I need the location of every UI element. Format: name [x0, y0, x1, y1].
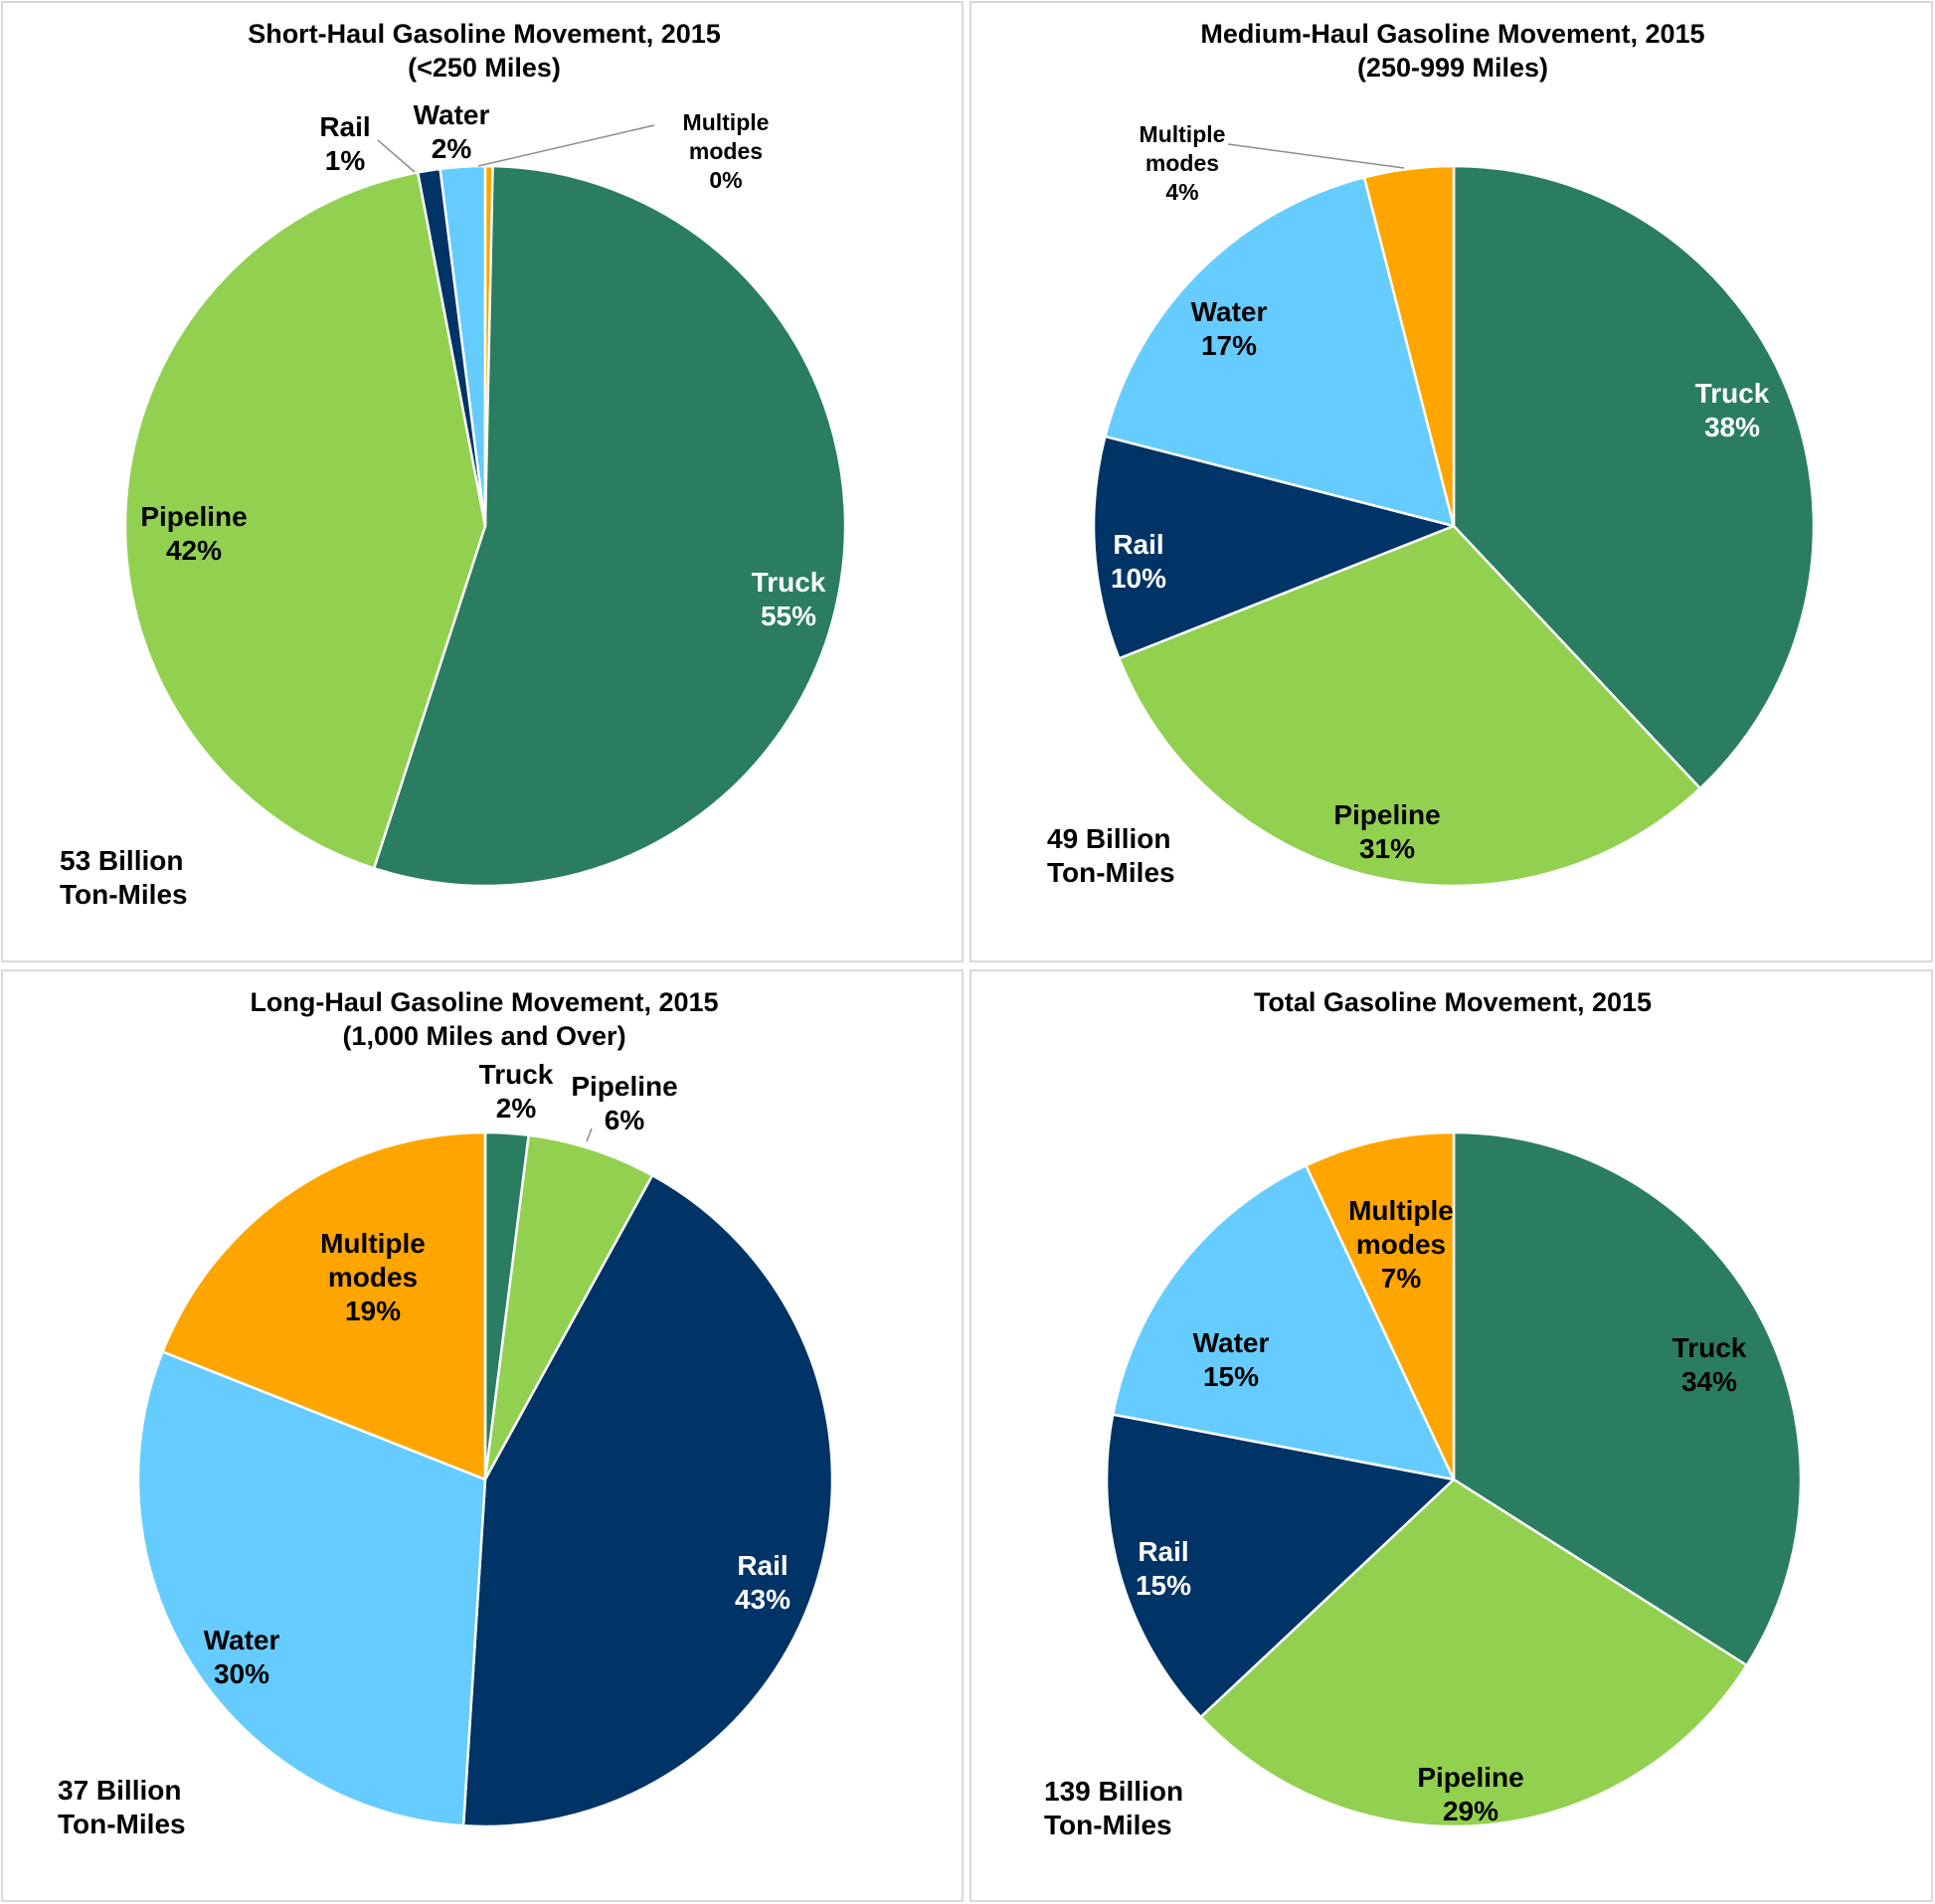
medium-haul-multiple-modes-name-label-2: modes [1145, 150, 1219, 176]
total-slice-water [1111, 1163, 1456, 1481]
total-chart-panel: Total Gasoline Movement, 2015 Truck 34% Pip… [969, 969, 1933, 1902]
short-haul-multiple-modes-name-label-1: Multiple [683, 109, 770, 135]
long-haul-multiple-modes-name-label-2: modes [328, 1262, 418, 1293]
total-slice-truck [1452, 1130, 1803, 1667]
short-haul-slice-multiple-modes [483, 164, 494, 528]
medium-haul-water-name-label-1: Water [1191, 296, 1268, 327]
short-haul-pipeline-name-label-1: Pipeline [140, 501, 247, 532]
total-rail-percent-label: 15% [1136, 1570, 1191, 1601]
long-haul-rail-percent-label: 43% [735, 1584, 791, 1615]
long-haul-total-label-line-2: Ton-Miles [58, 1809, 186, 1839]
short-haul-chart-title-line-2: (<250 Miles) [408, 53, 561, 83]
total-pipeline-name-label-1: Pipeline [1417, 1762, 1523, 1793]
long-haul-leader-line-pipeline [586, 1127, 593, 1142]
long-haul-truck-percent-label: 2% [496, 1093, 537, 1124]
short-haul-rail-name-label-1: Rail [319, 111, 370, 142]
medium-haul-rail-name-label-1: Rail [1113, 529, 1163, 560]
long-haul-truck-name-label-1: Truck [479, 1059, 554, 1090]
long-haul-rail-name-label-1: Rail [737, 1550, 788, 1581]
medium-haul-truck-name-label-1: Truck [1695, 378, 1770, 409]
total-chart-title-line-1: Total Gasoline Movement, 2015 [1254, 987, 1652, 1017]
medium-haul-rail-percent-label: 10% [1111, 563, 1166, 594]
long-haul-slice-water [136, 1350, 487, 1827]
long-haul-multiple-modes-name-label-1: Multiple [320, 1228, 426, 1259]
medium-haul-total-label-line-1: 49 Billion [1047, 823, 1170, 854]
total-multiple-modes-name-label-2: modes [1356, 1229, 1446, 1260]
medium-haul-chart-title-line-2: (250-999 Miles) [1357, 53, 1548, 83]
long-haul-slice-rail [461, 1173, 834, 1828]
medium-haul-pie-chart: Medium-Haul Gasoline Movement, 2015 (250-… [1047, 19, 1816, 888]
medium-haul-total-label-line-2: Ton-Miles [1047, 857, 1175, 888]
long-haul-water-percent-label: 30% [214, 1658, 269, 1689]
total-total-label-line-2: Ton-Miles [1044, 1810, 1172, 1840]
short-haul-leader-line-rail [377, 139, 416, 173]
medium-haul-slice-pipeline [1118, 524, 1702, 888]
short-haul-chart-panel: Short-Haul Gasoline Movement, 2015 (<250 … [1, 1, 964, 962]
total-slice-pipeline [1199, 1477, 1748, 1828]
total-rail-name-label-1: Rail [1138, 1536, 1188, 1567]
long-haul-multiple-modes-percent-label: 19% [345, 1296, 401, 1326]
short-haul-water-name-label-1: Water [414, 99, 490, 130]
medium-haul-slice-multiple-modes [1362, 164, 1456, 528]
short-haul-chart-title-line-1: Short-Haul Gasoline Movement, 2015 [248, 19, 721, 49]
total-total-label-line-1: 139 Billion [1044, 1776, 1183, 1807]
short-haul-water-percent-label: 2% [432, 133, 472, 164]
long-haul-pie-chart: Long-Haul Gasoline Movement, 2015 (1,000 … [58, 987, 834, 1839]
medium-haul-multiple-modes-percent-label: 4% [1165, 179, 1198, 205]
short-haul-slice-truck [372, 164, 847, 888]
total-water-name-label-1: Water [1193, 1327, 1270, 1358]
total-slice-multiple-modes [1305, 1130, 1456, 1481]
total-water-percent-label: 15% [1203, 1361, 1259, 1392]
long-haul-water-name-label-1: Water [204, 1625, 280, 1655]
short-haul-pipeline-percent-label: 42% [166, 535, 222, 566]
medium-haul-chart-title-line-1: Medium-Haul Gasoline Movement, 2015 [1200, 19, 1704, 49]
short-haul-total-label-line-1: 53 Billion [60, 845, 183, 876]
medium-haul-chart-panel: Medium-Haul Gasoline Movement, 2015 (250-… [969, 1, 1933, 962]
short-haul-pie-chart: Short-Haul Gasoline Movement, 2015 (<250 … [60, 19, 847, 910]
short-haul-multiple-modes-name-label-2: modes [689, 138, 763, 164]
total-multiple-modes-percent-label: 7% [1381, 1263, 1422, 1294]
medium-haul-slice-water [1104, 176, 1456, 528]
medium-haul-slice-rail [1092, 434, 1456, 660]
medium-haul-leader-line-multiple-modes [1227, 143, 1405, 169]
short-haul-truck-name-label-1: Truck [752, 567, 826, 598]
long-haul-chart-title-line-1: Long-Haul Gasoline Movement, 2015 [250, 987, 718, 1017]
short-haul-multiple-modes-percent-label: 0% [709, 167, 742, 193]
medium-haul-slice-truck [1452, 164, 1816, 790]
short-haul-truck-percent-label: 55% [761, 601, 816, 631]
short-haul-total-label-line-2: Ton-Miles [60, 879, 188, 910]
short-haul-leader-line-multiple-modes [477, 124, 655, 167]
medium-haul-water-percent-label: 17% [1201, 330, 1257, 361]
long-haul-chart-title-line-2: (1,000 Miles and Over) [342, 1021, 625, 1051]
medium-haul-pipeline-name-label-1: Pipeline [1333, 799, 1440, 830]
long-haul-slice-multiple-modes [161, 1130, 487, 1481]
medium-haul-truck-percent-label: 38% [1704, 412, 1760, 442]
total-truck-name-label-1: Truck [1672, 1332, 1747, 1363]
total-slice-rail [1105, 1413, 1456, 1719]
medium-haul-pipeline-percent-label: 31% [1359, 833, 1415, 864]
long-haul-total-label-line-1: 37 Billion [58, 1775, 181, 1806]
long-haul-pipeline-name-label-1: Pipeline [571, 1071, 677, 1102]
total-multiple-modes-name-label-1: Multiple [1348, 1195, 1454, 1226]
long-haul-chart-panel: Long-Haul Gasoline Movement, 2015 (1,000 … [1, 969, 964, 1902]
medium-haul-multiple-modes-name-label-1: Multiple [1140, 121, 1226, 147]
short-haul-slice-pipeline [123, 171, 487, 870]
total-truck-percent-label: 34% [1681, 1366, 1737, 1397]
total-pipeline-percent-label: 29% [1443, 1796, 1498, 1826]
long-haul-pipeline-percent-label: 6% [605, 1105, 645, 1135]
short-haul-rail-percent-label: 1% [325, 145, 366, 176]
long-haul-slice-pipeline [483, 1133, 654, 1481]
